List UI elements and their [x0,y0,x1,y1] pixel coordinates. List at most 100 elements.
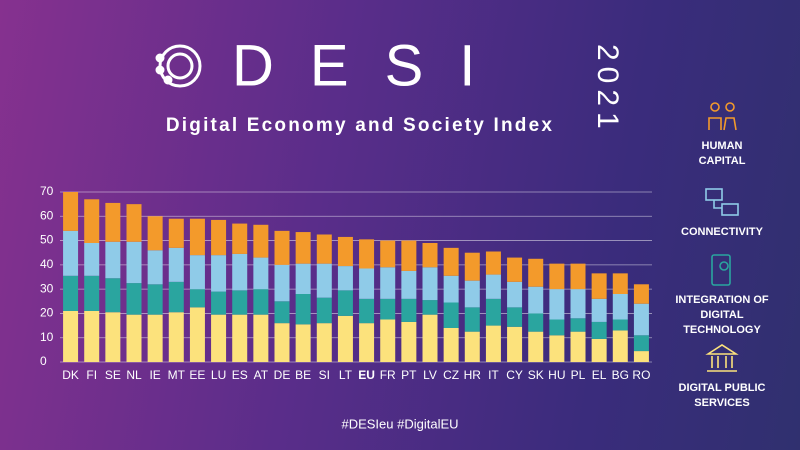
x-tick-label: LV [423,368,437,382]
bar-segment [422,267,438,301]
bar-segment [63,230,79,276]
bar-segment [168,281,184,313]
x-tick-label: MT [168,368,186,382]
bar-segment [147,250,163,285]
legend-icon [708,102,737,131]
bar-segment [507,326,523,362]
bar-segment [232,314,248,362]
bar-segment [274,230,290,265]
x-tick-label: BG [612,368,629,382]
x-tick-label: EU [358,368,375,382]
bar-segment [380,319,396,362]
x-tick-label: LU [211,368,226,382]
y-tick-label: 30 [40,281,54,295]
bar-segment [422,300,438,315]
bar-segment [337,236,353,267]
bar-segment [126,204,142,242]
bar-segment [126,241,142,284]
bar-segment [633,335,649,352]
x-tick-label: AT [254,368,269,382]
bar-segment [422,314,438,362]
bar-segment [485,325,501,362]
legend-label: INTEGRATION OF DIGITAL TECHNOLOGY [675,294,769,336]
bar-segment [528,313,544,332]
legend-item: DIGITAL PUBLIC SERVICES [672,342,772,411]
bar-segment [401,298,417,322]
bar-segment [189,307,205,362]
bar-segment [570,263,586,290]
y-tick-label: 50 [40,233,54,247]
y-tick-label: 0 [40,354,47,368]
bar-segment [105,241,121,279]
y-tick-label: 10 [40,330,54,344]
legend-item: CONNECTIVITY [672,186,772,240]
bar-segment [63,275,79,311]
bar-segment [126,283,142,315]
legend-icon [705,344,739,372]
chart-title: DESI [232,33,511,98]
bar-segment [232,223,248,254]
bar-segment [443,302,459,328]
bar-segment [380,298,396,320]
bar-segment [443,328,459,362]
bar-segment [168,247,184,282]
bar-segment [147,216,163,251]
bar-segment [337,315,353,362]
bar-segment [295,294,311,325]
bar-segment [359,298,375,324]
bar-segment [591,298,607,322]
bar-segment [549,319,565,336]
bar-segment [189,255,205,290]
bar-segment [105,312,121,362]
bar-segment [274,301,290,324]
subtitle: Digital Economy and Society Index [166,115,554,136]
bar-segment [359,239,375,269]
legend-icon [711,254,731,286]
x-tick-label: ES [232,368,248,382]
bar-segment [443,275,459,303]
bar-segment [591,338,607,362]
bar-segment [633,303,649,336]
bar-segment [84,199,100,243]
x-tick-label: HR [464,368,482,382]
bar-segment [84,243,100,276]
x-tick-label: NL [126,368,142,382]
bar-segment [591,273,607,299]
bar-segment [232,290,248,315]
bar-segment [337,290,353,316]
bar-segment [570,318,586,332]
bar-segment [359,268,375,299]
bar-segment [168,218,184,248]
bar-segment [295,232,311,264]
bar-segment [295,324,311,362]
legend-item: INTEGRATION OF DIGITAL TECHNOLOGY [672,254,772,338]
bar-segment [464,307,480,332]
bar-segment [253,224,269,258]
legend-icon [705,188,739,216]
bar-segment [253,314,269,362]
bar-segment [549,335,565,362]
bar-segment [612,319,628,331]
bar-segment [168,312,184,362]
bar-segment [189,289,205,308]
x-tick-label: PL [571,368,586,382]
bar-segment [316,297,332,324]
bar-segment [316,234,332,264]
bar-segment [507,307,523,327]
bar-segment [211,219,227,256]
bar-segment [485,274,501,299]
x-tick-label: IT [488,368,499,382]
bar-segment [464,252,480,281]
y-tick-label: 40 [40,257,54,271]
bar-segment [189,218,205,256]
bar-segment [464,280,480,308]
y-tick-label: 60 [40,208,54,222]
x-tick-label: SI [319,368,330,382]
bar-segment [401,240,417,271]
x-tick-label: LT [339,368,353,382]
bar-segment [591,321,607,339]
bar-segment [612,273,628,294]
logo [155,44,202,88]
bar-segment [612,330,628,362]
